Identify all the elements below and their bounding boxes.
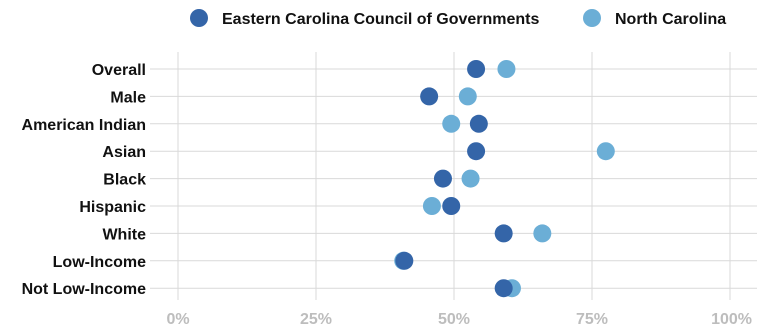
x-tick-label: 0% [166,311,189,328]
point-eccog-0 [467,60,486,78]
category-label: Asian [102,144,146,161]
point-nc-3 [596,142,615,161]
point-eccog-2 [469,114,488,133]
x-axis-ticks: 0% 25% 50% 75% 100% [166,311,752,328]
category-labels: Overall Male American Indian Asian Black Hisp… [22,62,147,298]
point-eccog-4 [433,169,452,188]
legend-marker-eccog [190,9,208,27]
x-tick-label: 50% [438,311,470,328]
legend-marker-nc [583,9,601,27]
point-nc-4 [461,169,480,188]
data-points [394,60,615,298]
point-nc-0 [497,60,516,78]
point-eccog-5 [442,197,461,215]
point-nc-5 [422,197,441,215]
point-eccog-8 [494,279,513,298]
legend-label-eccog: Eastern Carolina Council of Governments [222,11,540,28]
point-nc-6 [533,224,552,243]
point-nc-2 [442,114,461,133]
point-eccog-6 [494,224,513,243]
point-eccog-1 [420,87,439,106]
legend-label-nc: North Carolina [615,11,726,28]
category-label: Black [103,172,146,189]
category-label: Hispanic [79,199,146,216]
x-tick-label: 75% [576,311,608,328]
category-label: Low-Income [53,254,146,271]
category-label: White [102,226,146,243]
point-eccog-7 [395,251,414,270]
x-tick-label: 25% [300,311,332,328]
x-tick-label: 100% [711,311,752,328]
grid [150,52,757,300]
point-nc-1 [458,87,477,106]
category-label: Male [110,89,146,106]
category-label: American Indian [22,117,146,134]
legend: Eastern Carolina Council of Governments … [190,9,726,28]
category-label: Not Low-Income [22,281,147,298]
category-label: Overall [92,62,146,79]
point-eccog-3 [467,142,486,161]
